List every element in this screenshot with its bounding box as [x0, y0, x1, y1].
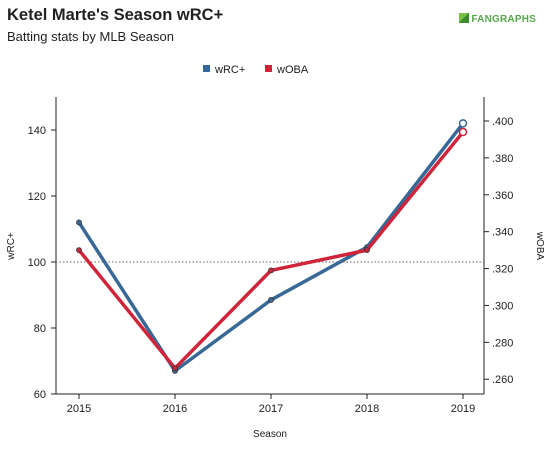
- y-tick-label: 120: [28, 191, 46, 203]
- data-point-woba: [364, 247, 370, 254]
- data-point-wrc: [458, 119, 468, 128]
- data-point-woba: [268, 267, 274, 274]
- y-axis-label: wRC+: [6, 232, 17, 261]
- legend-swatch-woba: [265, 65, 272, 72]
- fangraphs-logo-icon: [459, 13, 470, 23]
- y2-tick-label: .400: [492, 116, 513, 128]
- x-tick-label: 2019: [451, 403, 475, 415]
- chart-title: Ketel Marte's Season wRC+: [7, 6, 224, 24]
- data-point-woba: [458, 127, 468, 137]
- y-tick-label: 100: [28, 257, 46, 269]
- chart-subtitle: Batting stats by MLB Season: [7, 29, 174, 44]
- series-layer: [76, 119, 468, 374]
- y2-tick-label: .360: [492, 190, 513, 202]
- y2-tick-label: .260: [492, 374, 513, 386]
- legend-label-woba: wOBA: [276, 64, 309, 76]
- y-tick-label: 140: [28, 125, 46, 137]
- x-axis-label: Season: [253, 429, 287, 440]
- legend-label-wrc-plus: wRC+: [214, 64, 245, 76]
- data-point-wrc: [268, 297, 274, 303]
- data-point-woba: [76, 247, 82, 254]
- legend-swatch-wrc-plus: [203, 65, 210, 72]
- legend: wRC+ wOBA: [203, 64, 309, 76]
- x-tick-label: 2016: [163, 403, 187, 415]
- left-axis-ticks: 60 80 100 120 140: [28, 125, 56, 401]
- y-tick-label: 80: [34, 323, 46, 335]
- data-point-woba: [172, 365, 178, 372]
- x-axis-ticks: 2015 2016 2017 2018 2019: [67, 394, 475, 415]
- y2-tick-label: .340: [492, 227, 513, 239]
- series-line-woba: [77, 130, 465, 370]
- y2-tick-label: .320: [492, 264, 513, 276]
- y-tick-label: 60: [34, 389, 46, 401]
- right-axis-ticks: .260 .280 .300 .320 .340 .360 .380 .400: [484, 116, 513, 386]
- y2-tick-label: .380: [492, 153, 513, 165]
- x-tick-label: 2017: [259, 403, 283, 415]
- y2-axis-label: wOBA: [534, 231, 545, 261]
- x-tick-label: 2015: [67, 403, 91, 415]
- x-tick-label: 2018: [355, 403, 379, 415]
- series-line-wrc: [77, 121, 465, 373]
- y2-tick-label: .300: [492, 300, 513, 312]
- fangraphs-logo: FANGRAPHS: [459, 13, 536, 25]
- fangraphs-logo-text: FANGRAPHS: [471, 14, 536, 25]
- y2-tick-label: .280: [492, 337, 513, 349]
- data-point-wrc: [76, 219, 82, 226]
